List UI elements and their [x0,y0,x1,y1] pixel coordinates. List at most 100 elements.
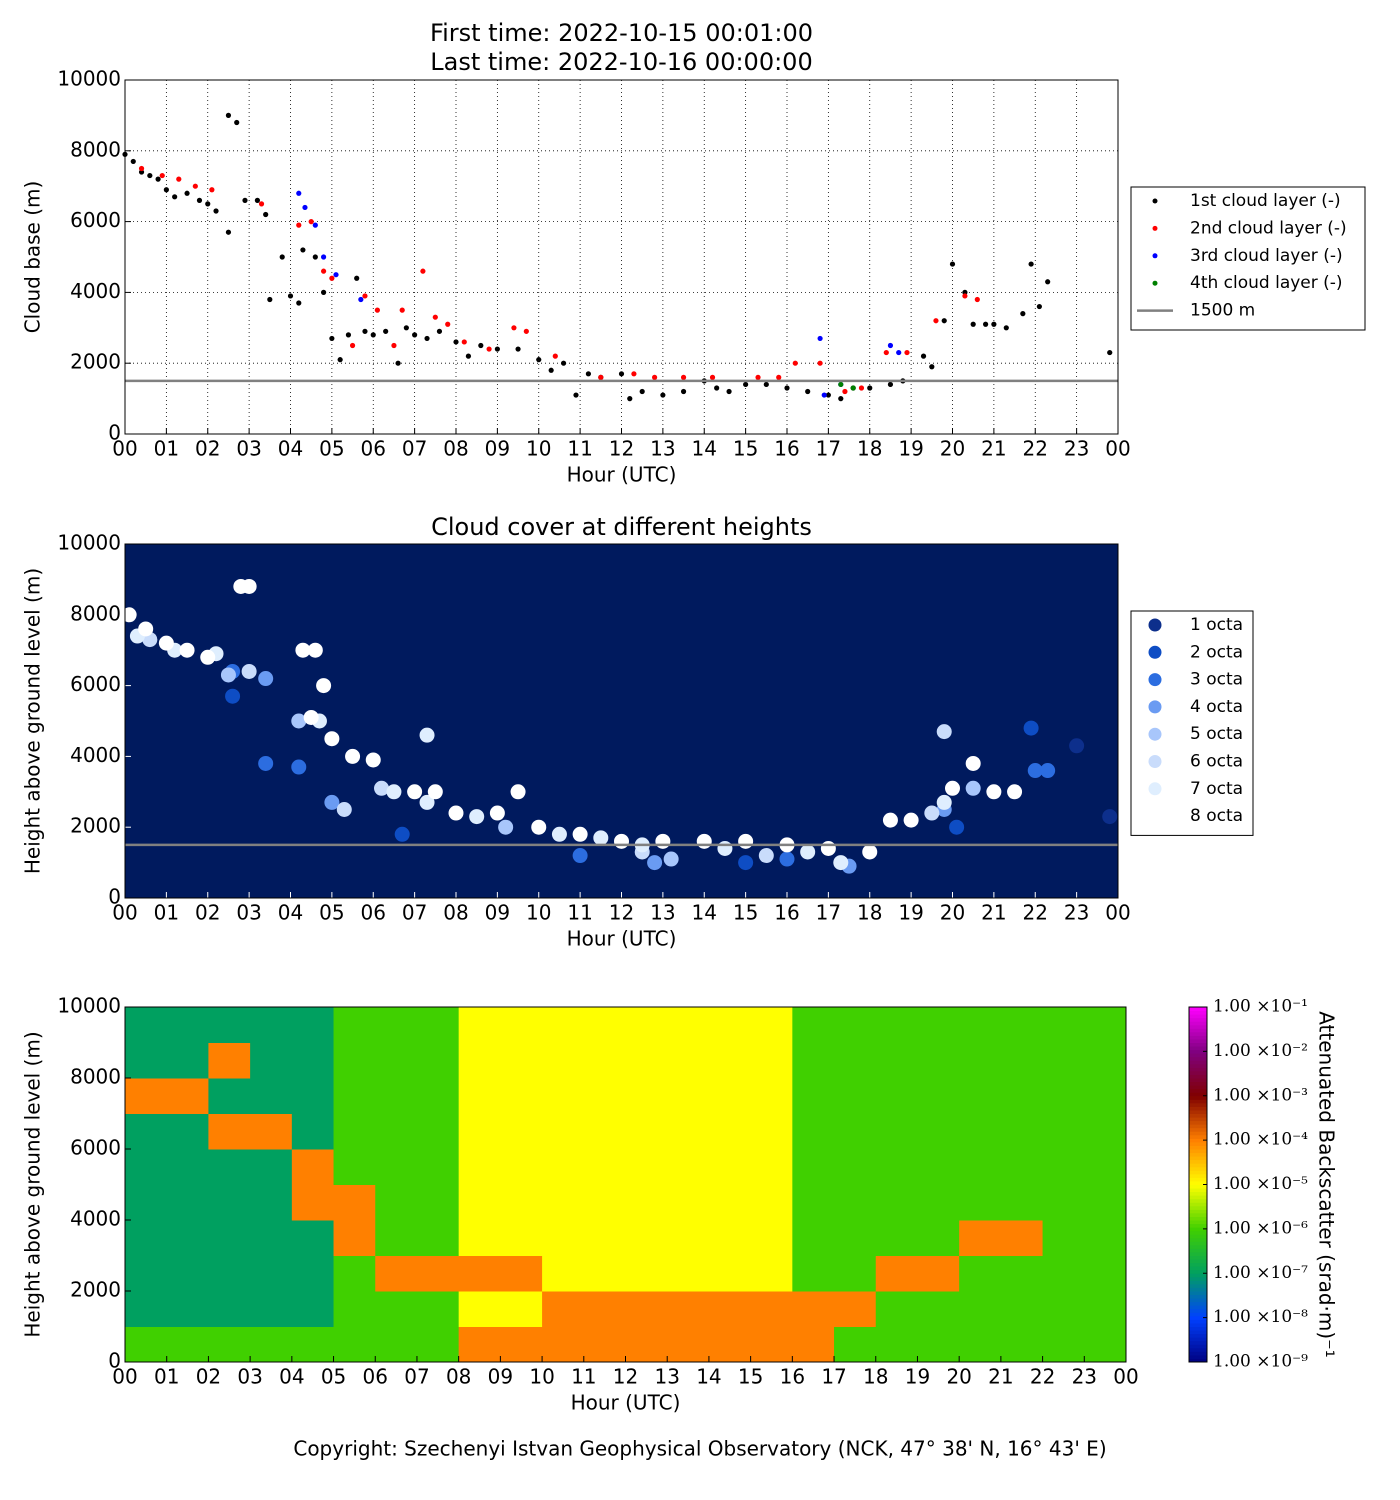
heatmap-cell [500,1291,543,1327]
heatmap-cell [875,1113,918,1150]
x-tick-label: 05 [321,1365,346,1389]
legend-label: 8 octa [1190,806,1243,826]
heatmap-cell [208,1291,251,1327]
point [448,805,464,821]
colorbar-step [1189,1340,1207,1345]
legend-marker [1147,672,1163,688]
heatmap-cell [1000,1255,1044,1292]
heatmap-cell [708,1078,752,1114]
point [523,328,529,334]
y-tick-label: 8000 [70,137,121,161]
heatmap-cell [125,1326,168,1363]
x-tick-label: 07 [402,901,427,925]
x-tick-label: 05 [319,437,344,461]
point [200,649,216,665]
heatmap-cell [416,1113,460,1150]
heatmap-cell [708,1326,752,1363]
colorbar-step [1189,1085,1207,1090]
point [358,296,364,303]
heatmap-cell [375,1042,418,1079]
colorbar-step [1189,1060,1207,1065]
colorbar-step [1189,1159,1207,1164]
point [680,374,687,380]
heatmap-cell [333,1255,376,1292]
heatmap-cell [333,1291,376,1327]
heatmap-cell [1084,1326,1127,1363]
point [983,321,989,327]
point [138,621,154,637]
heatmap-cell [375,1326,418,1363]
colorbar-step [1189,1081,1207,1086]
x-tick-label: 00 [112,437,137,461]
heatmap-cell [959,1007,1002,1043]
y-axis-label: Cloud base (m) [21,181,45,334]
heatmap-cell [333,1113,376,1150]
heatmap-cell [959,1078,1002,1114]
plot-frame [124,543,1119,899]
heatmap-cell [458,1291,501,1327]
point [655,833,671,849]
colorbar-step [1189,1131,1207,1136]
colorbar-step [1189,1312,1207,1317]
x-tick-label: 16 [774,437,799,461]
point [445,321,451,327]
colorbar-step [1189,1202,1207,1207]
heatmap-cell [458,1007,501,1043]
point [424,335,430,342]
x-tick-label: 08 [443,901,468,925]
colorbar-step [1189,1305,1207,1310]
point [395,360,401,366]
heatmap-cell [917,1007,960,1043]
colorbar-step [1189,1280,1207,1285]
colorbar-step [1189,1014,1207,1019]
heatmap-cell [250,1113,293,1150]
legend-label: 1st cloud layer (-) [1190,191,1341,211]
heatmap-cell [917,1220,960,1256]
heatmap-cell [166,1042,209,1079]
heatmap-cell [375,1255,418,1292]
colorbar-tick-label: 1.00 ×10⁻² [1213,1041,1308,1061]
heatmap-cell [166,1007,209,1043]
heatmap-cell [917,1291,960,1327]
x-tick-label: 09 [488,1365,513,1389]
x-tick-label: 00 [1105,901,1130,925]
colorbar-step [1189,1223,1207,1228]
heatmap-cell [250,1184,293,1221]
heatmap-cell [875,1255,918,1292]
x-tick-label: 19 [898,901,923,925]
heatmap-cell [500,1078,543,1114]
heatmap-cell [542,1078,585,1114]
point [572,826,588,842]
point [254,197,260,203]
heatmap-cell [834,1042,877,1079]
point [374,780,390,796]
point [399,307,405,313]
heatmap-cell [542,1255,585,1292]
point [585,371,592,377]
point [763,381,769,388]
point [970,321,976,327]
heatmap-cell [416,1255,460,1292]
point [1027,763,1043,779]
point [220,667,236,683]
y-tick-label: 4000 [70,1207,121,1231]
heatmap-cell [917,1149,960,1185]
heatmap-cell [291,1149,335,1185]
colorbar-step [1189,1248,1207,1253]
point [1102,809,1118,825]
point [391,342,397,349]
heatmap-cell [166,1184,209,1221]
legend-label: 3 octa [1190,670,1243,690]
point [258,755,274,771]
x-tick-label: 01 [154,437,179,461]
chart-subtitle: Last time: 2022-10-16 00:00:00 [430,48,812,76]
heatmap-cell [125,1291,168,1327]
heatmap-cell [500,1149,543,1185]
colorbar-step [1189,1205,1207,1210]
heatmap-cell [583,1291,626,1327]
colorbar-step [1189,1074,1207,1079]
point [308,219,314,225]
point [394,826,410,842]
colorbar-step [1189,1333,1207,1338]
y-tick-label: 8000 [70,1065,121,1089]
